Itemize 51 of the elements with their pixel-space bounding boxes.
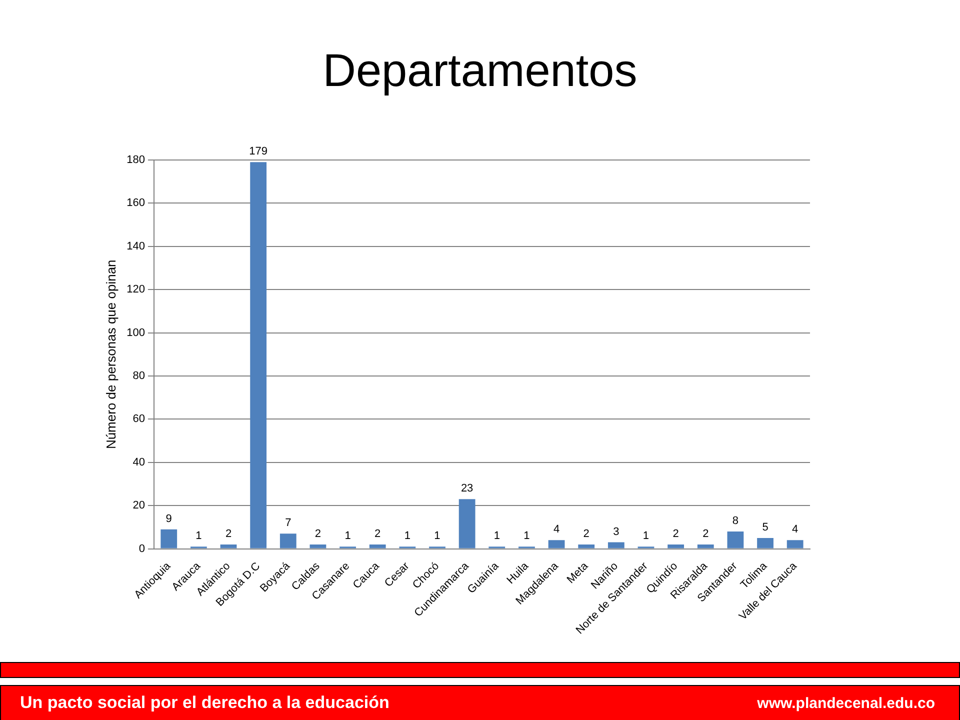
bar [608,542,624,548]
bar [160,529,178,548]
data-label: 2 [672,528,679,540]
data-label: 2 [702,528,709,540]
bar [369,544,386,548]
text: Un pacto social por el derecho a la educación [20,693,390,713]
bar [310,544,326,548]
y-tick-label: 160 [126,197,145,210]
y-tick-label: 40 [132,456,145,468]
y-tick-label: 0 [138,542,145,555]
data-label: 5 [762,522,768,534]
bar [280,534,296,548]
y-tick-label: 120 [126,284,145,296]
bar [786,540,804,548]
chart-title: Departamentos [322,43,638,98]
data-label: 23 [460,482,474,495]
bar [250,162,267,548]
data-label: 4 [792,524,798,536]
data-label: 1 [344,530,351,542]
data-label: 1 [524,530,530,542]
data-label: 2 [583,528,590,540]
y-axis-title: Número de personas que opinan [103,260,118,450]
y-tick-label: 140 [126,240,145,252]
data-label: 2 [374,528,381,540]
data-label: 4 [553,524,560,536]
bar [548,540,565,548]
y-tick-label: 60 [132,413,145,426]
data-label: 7 [285,517,292,530]
text: www.plandecenal.edu.co [757,694,935,712]
data-label: 179 [249,146,268,158]
bar [458,499,476,548]
y-tick-label: 180 [126,154,145,166]
data-label: 3 [613,526,620,538]
data-label: 9 [166,512,172,525]
bar [727,532,744,548]
bar [697,544,714,548]
y-tick-label: 100 [126,326,145,339]
bar [668,544,684,548]
data-label: 2 [314,528,322,540]
data-label: 1 [434,530,440,542]
y-tick-label: 20 [132,500,145,512]
data-label: 1 [494,530,500,542]
data-label: 8 [732,515,739,528]
data-label: 2 [225,528,232,540]
bar [757,538,774,548]
data-label: 1 [404,530,410,542]
bar [220,544,237,548]
y-tick-label: 80 [132,370,145,382]
data-label: 1 [642,530,650,542]
bar [578,544,595,548]
data-label: 1 [196,530,202,542]
